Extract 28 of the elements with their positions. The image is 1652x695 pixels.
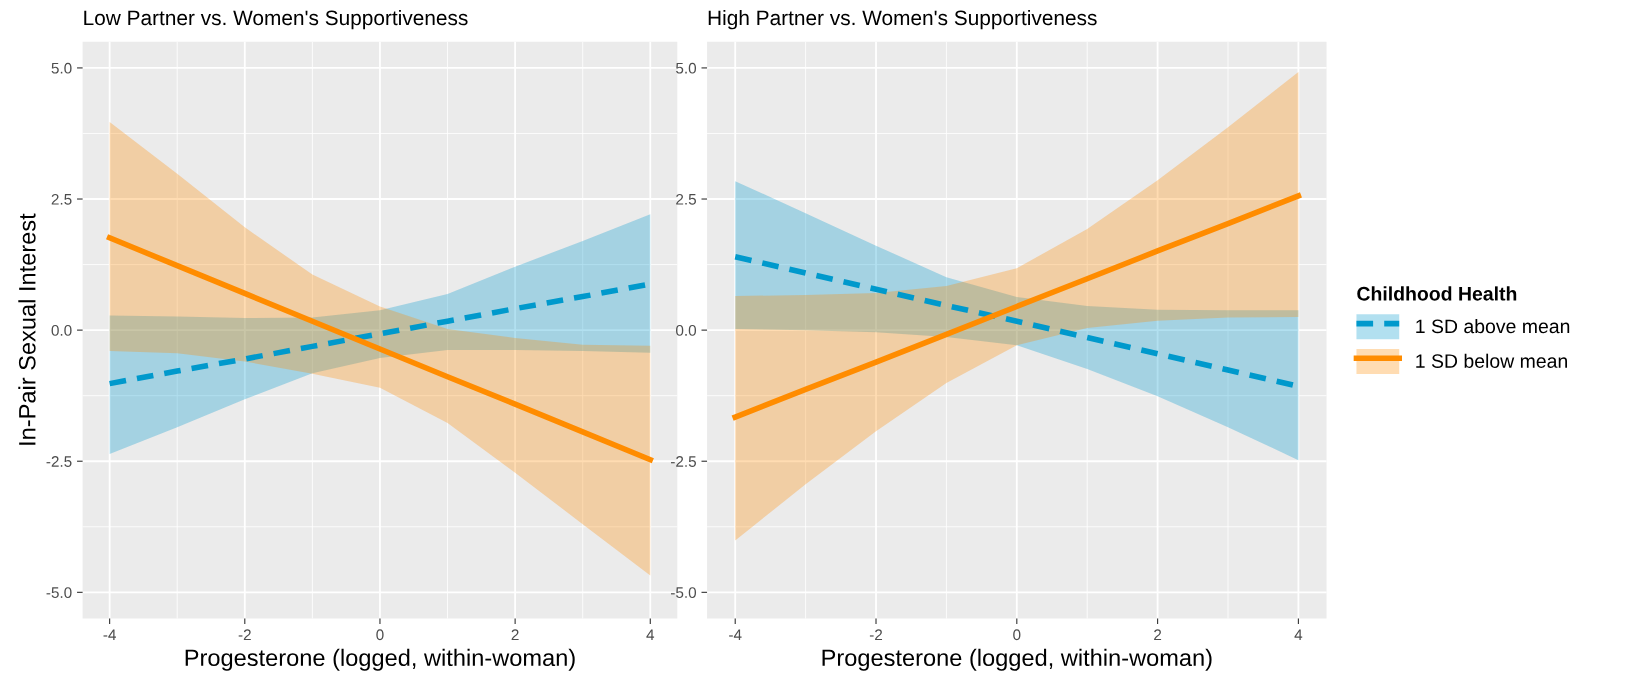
x-tick-label: 0 [1013,629,1021,641]
chart-title: High Partner vs. Women's Supportiveness [708,9,1097,30]
y-tick-label: 2.5 [676,193,696,205]
chart-title: Low Partner vs. Women's Supportiveness [84,9,468,30]
legend-label: 1 SD above mean [1416,318,1570,334]
x-tick-label: 4 [1294,629,1303,641]
y-tick-label: 5.0 [51,62,72,74]
x-tick-label: 2 [1154,629,1162,641]
y-tick-label: 2.5 [51,193,72,205]
x-axis-title: Progesterone (logged, within-woman) [822,648,1212,671]
y-tick-label: -2.5 [670,456,696,467]
x-tick-label: 0 [376,629,384,641]
y-tick-label: -2.5 [46,456,72,467]
y-tick-label: -5.0 [46,587,72,599]
y-axis-title: In-Pair Sexual Interest [18,213,36,445]
y-tick-label: 5.0 [676,62,697,74]
y-tick-label: 0.0 [51,324,72,336]
legend-label: 1 SD below mean [1416,353,1567,368]
x-tick-label: -4 [103,629,116,641]
x-tick-label: -2 [869,629,883,641]
x-axis-title: Progesterone (logged, within-woman) [185,648,575,671]
x-tick-label: 4 [646,629,655,641]
y-tick-label: -5.0 [670,587,697,599]
x-tick-label: 2 [511,629,519,641]
legend-title: Childhood Health [1357,286,1517,301]
y-tick-label: 0.0 [676,324,697,336]
x-tick-label: -2 [238,629,251,641]
x-tick-label: -4 [729,629,742,641]
